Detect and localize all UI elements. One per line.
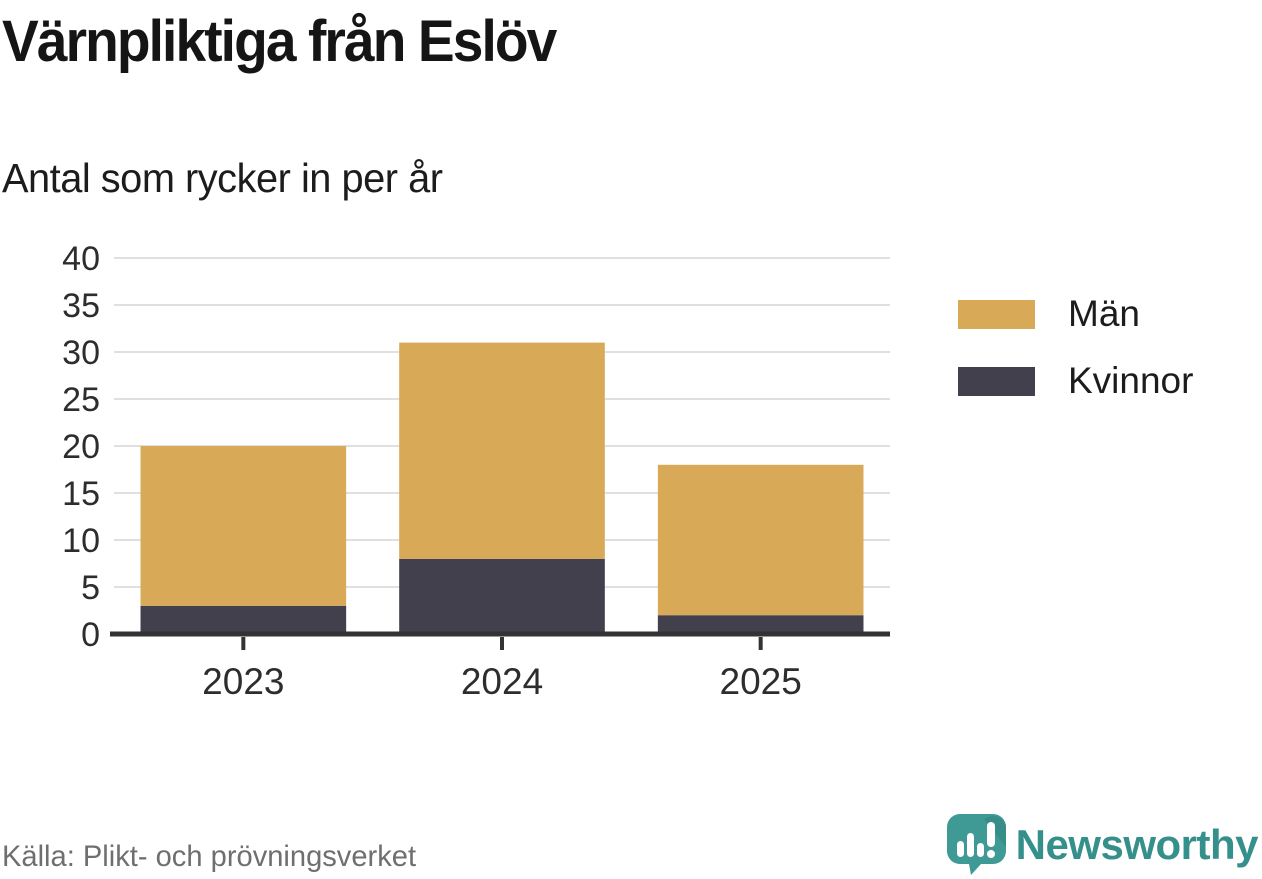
legend: Män Kvinnor bbox=[958, 293, 1193, 402]
y-tick-label: 35 bbox=[62, 287, 100, 325]
bar-segment-män-2023 bbox=[140, 446, 347, 606]
legend-label-women: Kvinnor bbox=[1068, 360, 1194, 401]
y-tick-label: 5 bbox=[81, 569, 100, 607]
brand-logo: Newsworthy bbox=[946, 813, 1259, 876]
legend-label-men: Män bbox=[1068, 293, 1140, 334]
logo-bar-2 bbox=[966, 833, 974, 857]
y-tick-label: 15 bbox=[62, 475, 100, 513]
source-caption: Källa: Plikt- och prövningsverket bbox=[2, 840, 417, 873]
y-tick-label: 30 bbox=[62, 334, 100, 372]
bar-segment-män-2025 bbox=[657, 464, 864, 616]
y-tick-label: 20 bbox=[62, 428, 100, 466]
legend-item-women: Kvinnor bbox=[958, 360, 1193, 402]
x-tick-label: 2023 bbox=[202, 661, 284, 702]
legend-swatch-men bbox=[958, 299, 1035, 329]
newsworthy-speech-bubble-chart-icon bbox=[946, 814, 1006, 875]
x-tick-label: 2025 bbox=[720, 661, 802, 702]
legend-item-men: Män bbox=[958, 293, 1193, 335]
brand-name: Newsworthy bbox=[1015, 820, 1259, 868]
logo-bar-1 bbox=[956, 841, 964, 857]
plot-area: 0 5 10 15 20 25 30 35 40 2023 2024 2025 bbox=[0, 235, 900, 710]
chart-title: Värnpliktiga från Eslöv bbox=[2, 9, 557, 74]
bar-segment-kvinnor-2023 bbox=[140, 605, 347, 634]
logo-exclamation-stem bbox=[986, 822, 995, 847]
bar-segment-kvinnor-2024 bbox=[399, 558, 605, 634]
logo-exclamation-dot bbox=[986, 850, 995, 858]
y-tick-label: 25 bbox=[62, 381, 100, 419]
chart-subtitle: Antal som rycker in per år bbox=[2, 155, 443, 201]
bar-segment-män-2024 bbox=[399, 342, 605, 559]
y-tick-label: 10 bbox=[62, 522, 100, 560]
x-tick-label: 2024 bbox=[461, 661, 543, 702]
y-tick-label: 40 bbox=[62, 240, 100, 278]
legend-swatch-women bbox=[958, 366, 1035, 396]
bar-segment-kvinnor-2025 bbox=[657, 615, 864, 634]
logo-bar-3 bbox=[976, 843, 984, 857]
y-tick-label: 0 bbox=[81, 616, 100, 654]
